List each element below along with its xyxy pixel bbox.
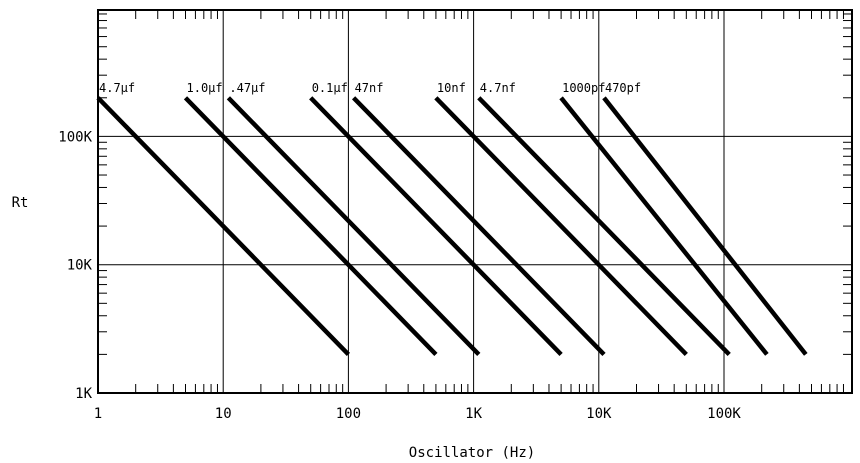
plot-frame [97,9,853,394]
series-label: 4.7nf [480,81,516,95]
series-label: 47nf [355,81,384,95]
y-axis-title: Rt [12,195,29,211]
minor-ticks [98,10,852,393]
x-tick-label: 1K [465,406,482,422]
series-line [602,96,808,356]
series-lines [96,96,808,356]
series-labels: 4.7µf 1.0µf .47µf 0.1µf 47nf 10nf 4.7nf 1000pf 4… [99,81,641,95]
series-line [96,96,351,356]
series-label: 1.0µf [187,81,223,95]
series-label: 0.1µf [312,81,348,95]
x-tick-label: 10K [586,406,612,422]
x-tick-label: 1 [94,406,102,422]
series-line [226,96,481,356]
series-line [351,96,606,356]
series-line [183,96,438,356]
y-tick-label: 1K [75,386,92,402]
series-line [477,96,731,356]
y-tick-label: 100K [58,129,92,145]
y-tick-labels: 1K 10K 100K [58,129,92,402]
series-label: .47µf [229,81,265,95]
series-line [559,96,769,356]
series-line [309,96,563,356]
y-tick-label: 10K [67,258,93,274]
series-label: 470pf [605,81,641,95]
series-label: 10nf [437,81,466,95]
x-axis-title: Oscillator (Hz) [409,445,535,461]
plot-background [98,10,852,393]
x-tick-label: 100 [336,406,361,422]
x-tick-label: 100K [707,406,741,422]
series-label: 1000pf [562,81,605,95]
series-label: 4.7µf [99,81,135,95]
x-tick-label: 10 [215,406,232,422]
x-tick-labels: 1 10 100 1K 10K 100K [94,406,742,422]
series-line [434,96,688,356]
